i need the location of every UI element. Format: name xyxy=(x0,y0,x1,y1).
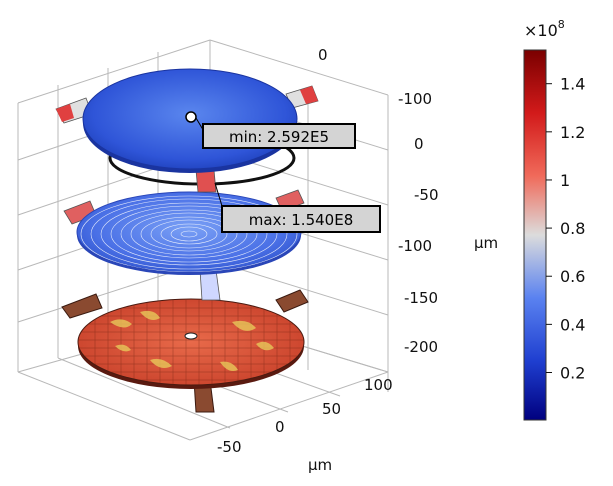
top-tab-bottom xyxy=(195,169,217,193)
z-tick-label: -50 xyxy=(414,186,439,204)
z-tick-label: -100 xyxy=(398,90,432,108)
z-tick-label: 0 xyxy=(414,135,424,153)
y-tick-label: 0 xyxy=(318,46,328,64)
bottom-disk xyxy=(61,289,309,413)
x-tick-label: 50 xyxy=(322,400,341,418)
colorbar-tick-label: 1.4 xyxy=(560,75,585,94)
max-leader-line xyxy=(214,182,223,207)
middle-disk xyxy=(63,189,305,301)
z-axis-unit: μm xyxy=(474,234,498,252)
colorbar-gradient xyxy=(523,49,547,421)
z-axis-ticks: 0 -100 0 -50 -100 -150 -200 μm xyxy=(318,46,498,356)
colorbar-tick-label: 0.8 xyxy=(560,219,585,238)
z-tick-label: -100 xyxy=(398,237,432,255)
colorbar: ×108 1.4 1.2 1 0.8 0.6 0.4 0.2 xyxy=(523,18,585,421)
top-tab-left-red xyxy=(56,104,74,122)
x-tick-label: -50 xyxy=(217,438,242,456)
colorbar-tick-label: 1 xyxy=(560,171,570,190)
max-annotation-text: max: 1.540E8 xyxy=(249,211,353,229)
colorbar-tick-label: 0.2 xyxy=(560,363,585,382)
z-tick-label: -200 xyxy=(404,338,438,356)
max-annotation: max: 1.540E8 xyxy=(221,205,381,233)
colorbar-multiplier: ×108 xyxy=(524,18,565,40)
top-tab-right-red xyxy=(300,86,318,104)
min-annotation: min: 2.592E5 xyxy=(202,123,356,149)
x-axis-ticks: 100 50 0 -50 μm xyxy=(217,376,393,474)
colorbar-tick-label: 1.2 xyxy=(560,123,585,142)
x-axis-unit: μm xyxy=(308,456,332,474)
bottom-tab-right xyxy=(275,289,309,313)
bottom-tab-left xyxy=(61,293,103,319)
x-tick-label: 0 xyxy=(275,418,285,436)
colorbar-tick-label: 0.6 xyxy=(560,267,585,286)
min-annotation-text: min: 2.592E5 xyxy=(229,128,329,146)
z-tick-label: -150 xyxy=(404,289,438,307)
x-tick-label: 100 xyxy=(364,376,393,394)
colorbar-tick-label: 0.4 xyxy=(560,315,585,334)
